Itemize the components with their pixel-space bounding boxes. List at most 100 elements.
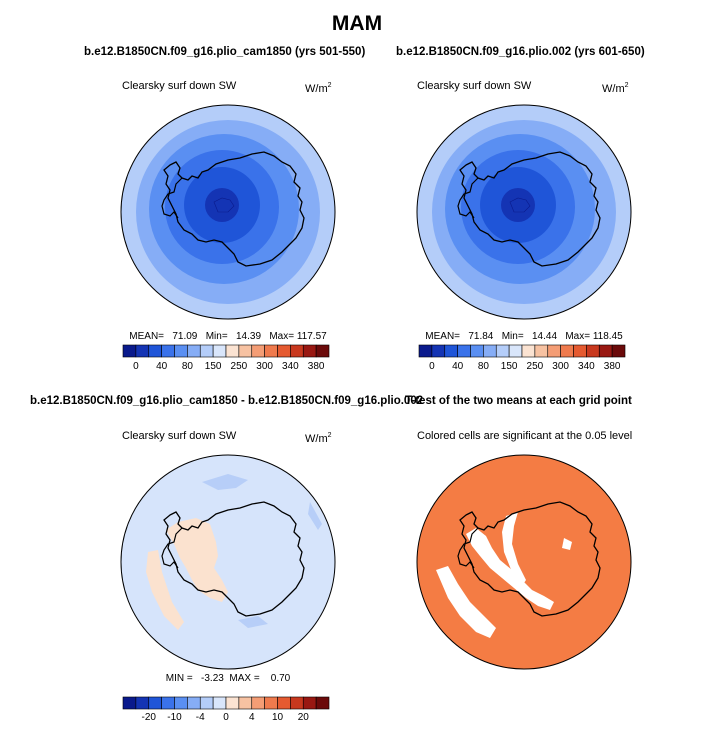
- colorbar-tick-label: 0: [133, 361, 139, 372]
- colorbar-swatch: [264, 344, 278, 358]
- diff-patch-neg-north: [202, 474, 248, 490]
- peninsula-coastline: [457, 527, 479, 569]
- lat-band-6: [205, 188, 239, 222]
- colorbar-tick-label: 80: [181, 361, 193, 372]
- peninsula-coastline: [161, 177, 183, 219]
- colorbar-tick-label: 150: [204, 361, 222, 372]
- colorbar-swatch: [238, 344, 253, 358]
- colorbar-swatch: [122, 344, 137, 358]
- colorbar-tick-label: 300: [552, 361, 569, 372]
- colorbar-swatch: [238, 696, 253, 710]
- colorbar-swatch: [199, 344, 214, 358]
- colorbar-swatch: [225, 696, 240, 710]
- colorbar-swatch: [547, 344, 561, 358]
- colorbar-swatch: [586, 344, 600, 358]
- colorbar-top-left: [122, 344, 330, 358]
- colorbar-swatch: [225, 344, 240, 358]
- colorbar-labels-top-right: 0 40 80 150 250 300 340 380: [419, 361, 625, 375]
- page-title: MAM: [331, 12, 383, 35]
- polar-map-bottom-left: [120, 454, 336, 670]
- colorbar-tick-label: -10: [167, 712, 182, 723]
- colorbar-swatch: [264, 696, 278, 710]
- colorbar-swatch: [483, 344, 497, 358]
- diff-positive-region: [166, 518, 228, 602]
- colorbar-swatch: [290, 344, 304, 358]
- ice-shelf-outline: [213, 197, 235, 213]
- insignificant-region-east: [562, 538, 572, 550]
- colorbar-swatch: [148, 344, 162, 358]
- diff-positive-strip: [146, 550, 184, 630]
- colorbar-swatch: [598, 344, 613, 358]
- diff-patch-neg-east: [308, 502, 322, 530]
- colorbar-tick-label: 380: [307, 361, 325, 372]
- colorbar-swatch: [187, 344, 201, 358]
- colorbar-bottom-left: [122, 696, 330, 710]
- colorbar-swatch: [573, 344, 587, 358]
- colorbar-labels-bottom-left: -20 -10 -4 0 4 10 20: [123, 712, 329, 726]
- colorbar-swatch: [199, 696, 214, 710]
- polar-map-top-left: [120, 104, 336, 320]
- colorbar-swatch: [135, 344, 150, 358]
- colorbar-tick-label: 0: [223, 712, 229, 723]
- ice-shelf-outline: [509, 197, 531, 213]
- colorbar-swatch: [431, 344, 446, 358]
- colorbar-swatch: [122, 696, 137, 710]
- colorbar-tick-label: 300: [256, 361, 273, 372]
- colorbar-swatch: [470, 344, 484, 358]
- colorbar-swatch: [135, 696, 150, 710]
- stats-top-right: MEAN= 71.84 Min= 14.44 Max= 118.45: [425, 331, 623, 342]
- antarctica-coastline: [459, 501, 601, 617]
- colorbar-tick-label: 250: [230, 361, 248, 372]
- colorbar-swatch: [212, 344, 227, 358]
- diff-patch-neg-south: [238, 616, 268, 628]
- colorbar-swatch: [187, 696, 201, 710]
- colorbar-tick-label: -20: [141, 712, 156, 723]
- colorbar-swatch: [521, 344, 536, 358]
- colorbar-swatch: [174, 696, 188, 710]
- colorbar-labels-top-left: 0 40 80 150 250 300 340 380: [123, 361, 329, 375]
- colorbar-tick-label: 250: [526, 361, 544, 372]
- units-label-top-right: W/m2: [602, 82, 629, 95]
- colorbar-swatch: [148, 696, 162, 710]
- peninsula-coastline: [161, 527, 183, 569]
- colorbar-tick-label: 4: [248, 712, 255, 723]
- panel-title-bottom-left: b.e12.B1850CN.f09_g16.plio_cam1850 - b.e…: [30, 395, 424, 407]
- ttest-significant-area: [417, 455, 631, 669]
- colorbar-swatch: [251, 696, 265, 710]
- colorbar-tick-label: 340: [578, 361, 595, 372]
- antarctica-coastline: [459, 151, 601, 267]
- antarctica-coastline: [163, 501, 305, 617]
- units-label-top-left: W/m2: [305, 82, 332, 95]
- colorbar-swatch: [495, 344, 510, 358]
- insignificant-region-strip: [436, 566, 496, 638]
- colorbar-swatch: [251, 344, 265, 358]
- panel-title-top-left: b.e12.B1850CN.f09_g16.plio_cam1850 (yrs …: [84, 46, 366, 58]
- significance-label: Colored cells are significant at the 0.0…: [417, 430, 633, 442]
- colorbar-swatch: [611, 344, 626, 358]
- colorbar-swatch: [161, 696, 175, 710]
- colorbar-swatch: [277, 344, 291, 358]
- colorbar-tick-label: 40: [452, 361, 464, 372]
- colorbar-swatch: [508, 344, 523, 358]
- colorbar-tick-label: 150: [500, 361, 518, 372]
- colorbar-swatch: [444, 344, 458, 358]
- colorbar-swatch: [277, 696, 291, 710]
- colorbar-tick-label: 80: [477, 361, 489, 372]
- colorbar-swatch: [457, 344, 471, 358]
- colorbar-swatch: [315, 344, 330, 358]
- stats-bottom-left: MIN = -3.23 MAX = 0.70: [165, 673, 291, 684]
- colorbar-tick-label: 10: [271, 712, 284, 723]
- colorbar-swatch: [302, 696, 317, 710]
- colorbar-swatch: [161, 344, 175, 358]
- colorbar-tick-label: 380: [603, 361, 621, 372]
- colorbar-tick-label: 0: [429, 361, 435, 372]
- panel-title-bottom-right: T-test of the two means at each grid poi…: [405, 395, 632, 407]
- colorbar-swatch: [290, 696, 304, 710]
- colorbar-swatch: [560, 344, 574, 358]
- antarctica-coastline: [163, 151, 305, 267]
- colorbar-swatch: [534, 344, 549, 358]
- colorbar-swatch: [212, 696, 227, 710]
- colorbar-tick-label: 40: [156, 361, 168, 372]
- insignificant-region-central: [502, 512, 526, 586]
- colorbar-swatch: [174, 344, 188, 358]
